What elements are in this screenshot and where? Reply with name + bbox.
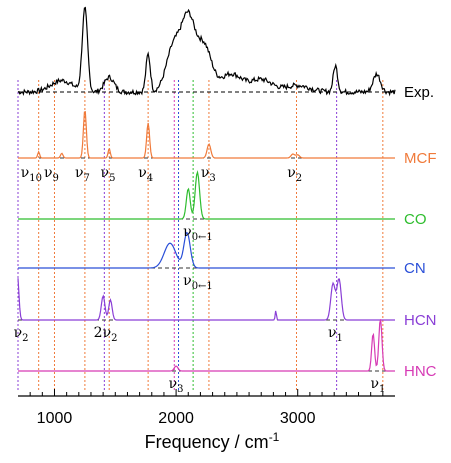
mode-label: ν9 [44, 165, 59, 184]
tick-label: 1000 [37, 410, 73, 427]
mode-label: ν2 [14, 325, 29, 344]
mode-label: ν4 [138, 165, 153, 184]
trace-exp [17, 6, 396, 97]
series-label: CN [404, 260, 426, 277]
mode-labels: ν10 ν9 ν7 ν5 ν4 ν3 ν2 ν0←1 ν0←1 ν2 2ν2 ν1 ν3 ν1 [14, 165, 386, 395]
trace-cn [18, 231, 395, 269]
x-axis: 1000 2000 3000 [18, 389, 395, 427]
series-labels: Exp. MCF CO CN HCN HNC [404, 84, 437, 380]
tick-label: 3000 [280, 410, 316, 427]
series-label: HNC [404, 363, 437, 380]
mode-label: ν10 [21, 165, 42, 184]
mode-label: ν3 [169, 376, 184, 395]
trace-mcf [18, 110, 395, 159]
mode-label: ν0←1 [183, 273, 213, 292]
series-label: HCN [404, 312, 437, 329]
mode-label: ν5 [101, 165, 116, 184]
mode-label: ν3 [201, 165, 216, 184]
trace-hnc [18, 319, 395, 372]
mode-label: ν0←1 [183, 224, 213, 243]
trace-hcn [17, 278, 395, 321]
x-axis-label: Frequency / cm-1 [145, 430, 280, 452]
mode-label: ν2 [287, 165, 302, 184]
series-label: Exp. [404, 84, 434, 101]
mode-label: ν7 [75, 165, 90, 184]
series-label: CO [404, 211, 427, 228]
spectrum-traces [17, 6, 396, 372]
trace-co [18, 169, 395, 220]
mode-label: ν1 [371, 376, 386, 395]
guide-lines [17, 80, 384, 392]
series-label: MCF [404, 150, 437, 167]
mode-label: 2ν2 [94, 325, 118, 344]
mode-label: ν1 [328, 325, 343, 344]
tick-label: 2000 [158, 410, 194, 427]
